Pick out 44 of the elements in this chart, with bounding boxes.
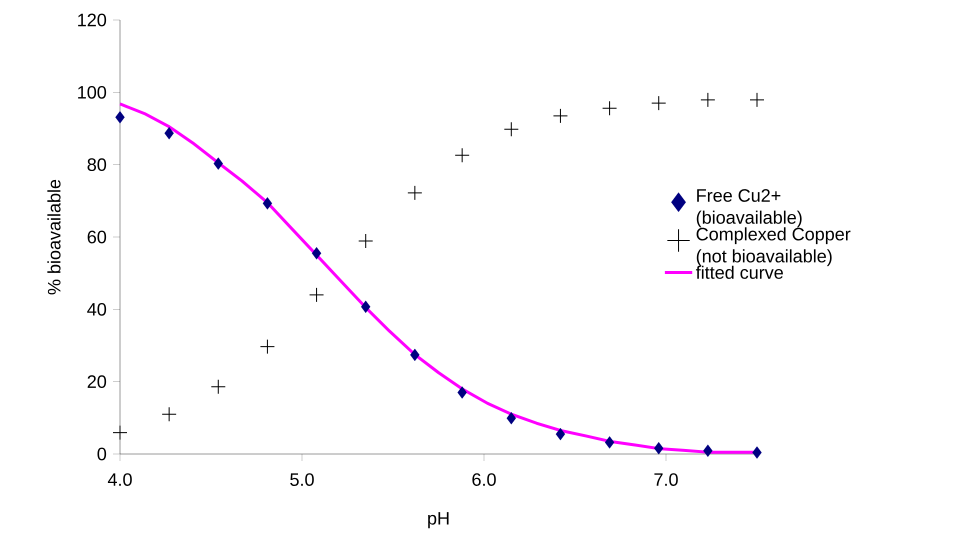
legend-label: Complexed Copper (not bioavailable) xyxy=(696,227,850,266)
y-tick-label: 100 xyxy=(78,86,106,99)
y-tick-label: 120 xyxy=(78,14,106,26)
point xyxy=(556,428,566,440)
y-tick-label: 0 xyxy=(97,448,106,460)
x-tick-label: 6.0 xyxy=(472,473,496,486)
point xyxy=(162,406,177,422)
point xyxy=(210,379,226,394)
point xyxy=(752,446,762,459)
point xyxy=(112,425,128,440)
x-tick-label: 7.0 xyxy=(654,473,678,486)
point xyxy=(552,108,568,124)
point xyxy=(604,436,614,449)
y-tick-label: 40 xyxy=(87,302,106,316)
point xyxy=(700,92,716,108)
point xyxy=(703,444,713,457)
point xyxy=(262,197,272,210)
point xyxy=(260,339,275,354)
y-tick-label: 20 xyxy=(88,375,106,388)
point xyxy=(651,96,666,111)
point xyxy=(410,348,420,362)
y-tick-label: 80 xyxy=(88,158,106,172)
point xyxy=(361,300,370,314)
x-tick-label: 5.0 xyxy=(290,473,314,486)
legend-label: fitted curve xyxy=(696,266,783,279)
point xyxy=(457,386,467,399)
y-tick-label: 60 xyxy=(88,230,106,244)
point xyxy=(214,157,223,170)
point xyxy=(654,442,664,454)
y-axis-title: % bioavailable xyxy=(47,180,61,294)
legend-label: Free Cu2+ (bioavailable) xyxy=(696,189,802,228)
point xyxy=(454,148,470,163)
point xyxy=(407,185,422,200)
point xyxy=(164,127,174,140)
point xyxy=(750,92,765,108)
x-axis-title: pH xyxy=(428,512,449,528)
point xyxy=(312,247,322,260)
point xyxy=(309,287,324,302)
point xyxy=(506,412,516,424)
point xyxy=(602,100,618,116)
point xyxy=(358,233,374,248)
point xyxy=(504,122,519,137)
point xyxy=(115,111,125,124)
x-tick-label: 4.0 xyxy=(108,473,132,486)
